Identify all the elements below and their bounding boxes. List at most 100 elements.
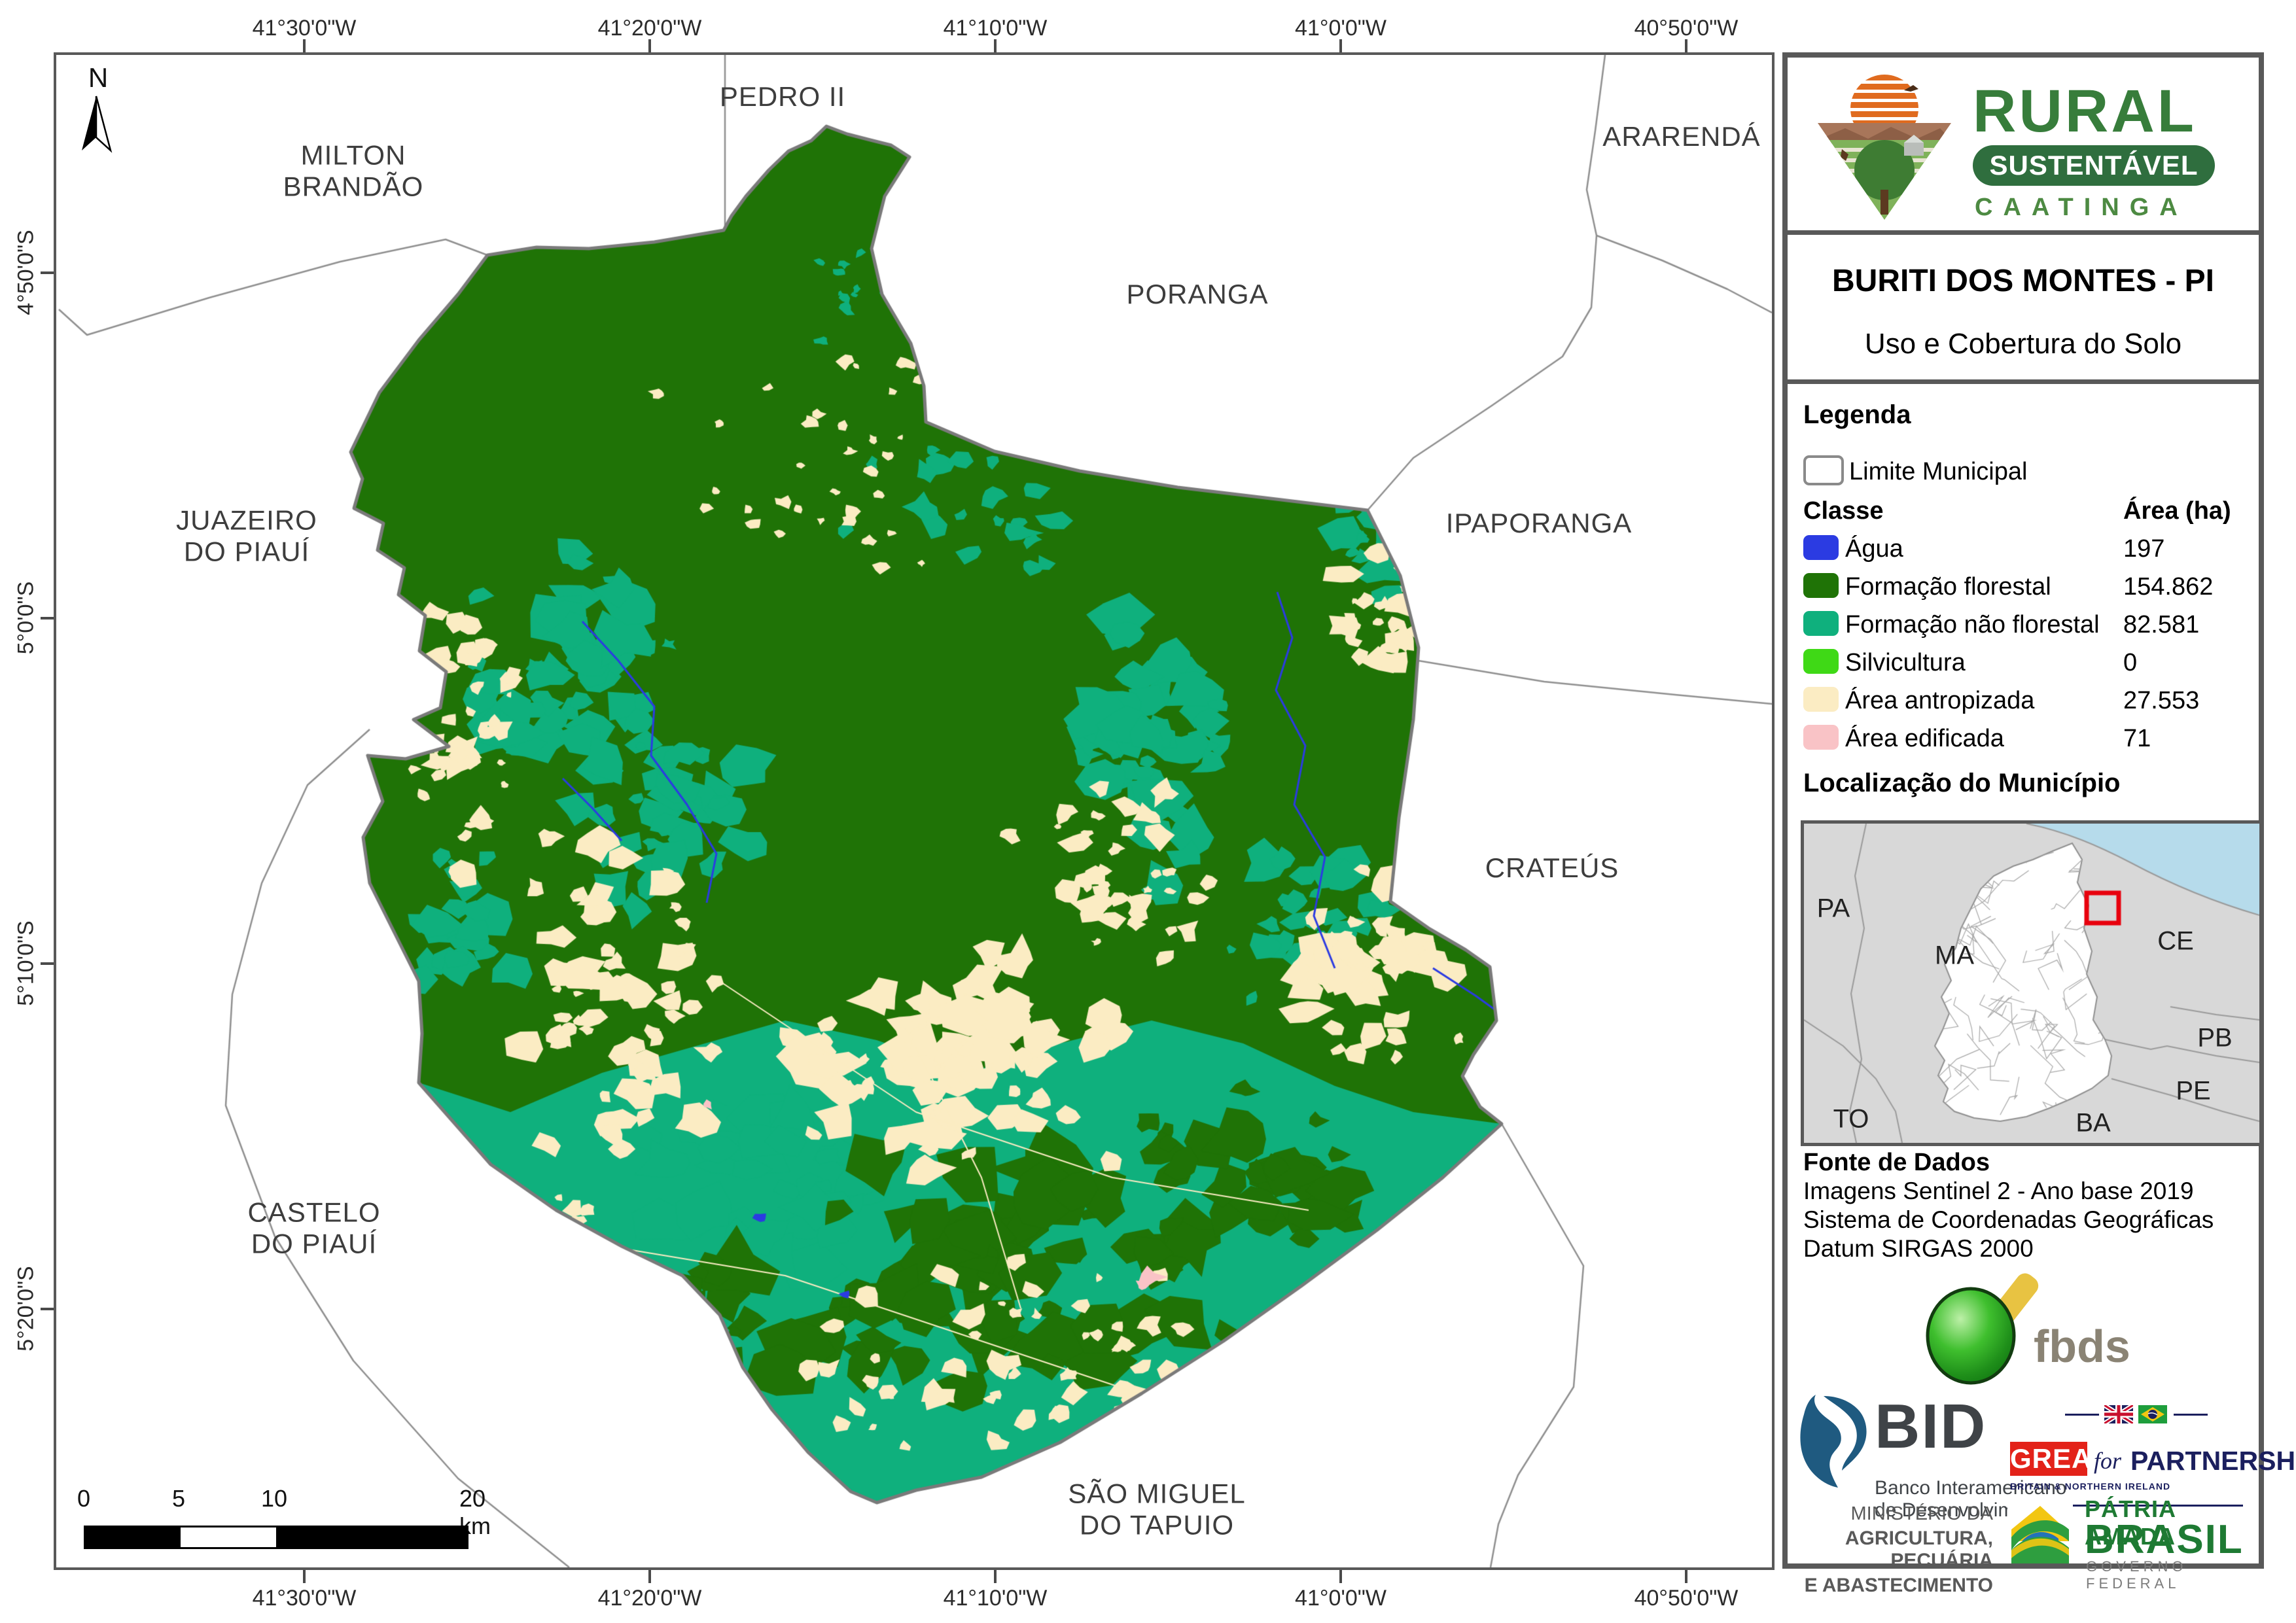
coord-label-top: 40°50'0"W bbox=[1634, 16, 1739, 41]
panel-divider-1 bbox=[1782, 230, 2264, 235]
state-label-to: TO bbox=[1833, 1104, 1869, 1134]
legend-row: Área antropizada 27.553 bbox=[1803, 686, 2248, 714]
source-heading: Fonte de Dados bbox=[1803, 1149, 1990, 1176]
legend-swatch bbox=[1803, 649, 1839, 674]
source-line: Datum SIRGAS 2000 bbox=[1803, 1235, 2034, 1262]
ministry-line3: E ABASTECIMENTO bbox=[1804, 1575, 1993, 1596]
legend-col-classe: Classe bbox=[1803, 497, 1884, 525]
brazil-flag-icon bbox=[2138, 1405, 2167, 1423]
grid-tick-left bbox=[41, 962, 54, 965]
page-subtitle: Uso e Cobertura do Solo bbox=[1864, 328, 2182, 360]
north-arrow-icon bbox=[82, 96, 113, 153]
ministry-line2: AGRICULTURA, PECUÁRIA bbox=[1845, 1527, 1993, 1571]
grid-tick-top bbox=[303, 39, 306, 52]
info-panel bbox=[1782, 52, 2264, 1569]
legend-col-area: Área (ha) bbox=[2123, 497, 2231, 525]
grid-tick-bottom bbox=[303, 1570, 306, 1583]
great-for: for bbox=[2094, 1448, 2122, 1474]
bid-word: BID bbox=[1875, 1391, 1987, 1461]
legend-swatch bbox=[1803, 573, 1839, 598]
great-underline bbox=[2026, 1505, 2243, 1507]
brasil-flag-graphic bbox=[2007, 1495, 2073, 1563]
fbds-logo: fbds bbox=[1911, 1263, 2133, 1387]
page-title: BURITI DOS MONTES - PI bbox=[1831, 264, 2214, 298]
coord-label-left: 5°0'0"S bbox=[13, 581, 39, 655]
source-line: Imagens Sentinel 2 - Ano base 2019 bbox=[1803, 1178, 2194, 1204]
north-arrow-label: N bbox=[88, 62, 109, 93]
legend-swatch bbox=[1803, 687, 1839, 712]
legend-heading: Legenda bbox=[1803, 400, 1911, 429]
panel-divider-2 bbox=[1782, 379, 2264, 384]
bid-icon bbox=[1800, 1395, 1867, 1488]
state-label-pa: PA bbox=[1816, 894, 1850, 923]
scale-0: 0 bbox=[77, 1485, 91, 1512]
map-label-pedro-ii: PEDRO II bbox=[719, 80, 846, 112]
grid-tick-left bbox=[41, 617, 54, 620]
legend-swatch bbox=[1803, 725, 1839, 750]
map-label-crate-s: CRATEÚS bbox=[1485, 852, 1619, 883]
grid-tick-left bbox=[41, 271, 54, 274]
legend-area-value: 27.553 bbox=[2123, 687, 2200, 714]
scale-bar-graphic bbox=[84, 1526, 468, 1549]
coord-label-top: 41°20'0"W bbox=[597, 16, 702, 41]
legend-area-value: 197 bbox=[2123, 535, 2165, 563]
legend-row: Água 197 bbox=[1803, 534, 2248, 563]
great-logo: GREAT for PARTNERSHIP BRITAIN & NORTHERN… bbox=[2002, 1399, 2296, 1510]
grid-tick-bottom bbox=[1685, 1570, 1687, 1583]
map-label-castelo-do-piau-: CASTELO DO PIAUÍ bbox=[247, 1196, 381, 1259]
legend-swatch bbox=[1803, 535, 1839, 560]
north-arrow: N bbox=[65, 62, 131, 167]
coord-label-top: 41°0'0"W bbox=[1295, 16, 1386, 41]
coord-label-left: 4°50'0"S bbox=[13, 230, 39, 315]
grid-tick-top bbox=[994, 39, 997, 52]
flag-line-left bbox=[2065, 1414, 2099, 1416]
legend-class-label: Área antropizada bbox=[1845, 687, 2035, 714]
coord-label-left: 5°20'0"S bbox=[13, 1266, 39, 1352]
fbds-icon bbox=[1926, 1273, 2039, 1385]
state-label-pe: PE bbox=[2176, 1076, 2211, 1106]
legend-class-label: Água bbox=[1845, 535, 1903, 563]
legend-row: Formação não florestal 82.581 bbox=[1803, 610, 2248, 638]
legend-area-value: 154.862 bbox=[2123, 573, 2214, 601]
logo-word-rural: RURAL bbox=[1973, 78, 2197, 145]
grid-tick-bottom bbox=[994, 1570, 997, 1583]
brasil-line1: PÁTRIA AMADA bbox=[2085, 1495, 2176, 1550]
grid-tick-bottom bbox=[648, 1570, 651, 1583]
map-label-milton-brand-o: MILTON BRANDÃO bbox=[283, 139, 424, 202]
legend-area-value: 71 bbox=[2123, 725, 2151, 752]
location-heading: Localização do Município bbox=[1803, 769, 2121, 797]
ministry-line1: MINISTÉRIO DA bbox=[1850, 1503, 1993, 1524]
scale-5: 5 bbox=[171, 1485, 186, 1512]
map-label-s-o-miguel-do-tapuio: SÃO MIGUEL DO TAPUIO bbox=[1068, 1478, 1246, 1541]
patria-amada-brasil-logo: PÁTRIA AMADA BRASIL GOVERNO FEDERAL bbox=[2007, 1495, 2264, 1592]
scale-10: 10 bbox=[260, 1485, 288, 1512]
coord-label-bottom: 41°30'0"W bbox=[252, 1586, 357, 1611]
location-inset-map: PA MA CE PB PE TO BA bbox=[1801, 820, 2263, 1146]
limite-municipal-swatch bbox=[1803, 455, 1844, 485]
landcover-map bbox=[56, 55, 1772, 1567]
title-block: BURITI DOS MONTES - PI Uso e Cobertura d… bbox=[1782, 236, 2264, 360]
legend-class-label: Área edificada bbox=[1845, 725, 2004, 752]
coord-label-left: 5°10'0"S bbox=[13, 920, 39, 1006]
great-word: GREAT bbox=[2010, 1442, 2107, 1476]
grid-tick-top bbox=[1339, 39, 1342, 52]
limite-municipal-label: Limite Municipal bbox=[1849, 458, 2028, 485]
state-label-ma: MA bbox=[1935, 941, 1974, 970]
great-subtitle: BRITAIN & NORTHERN IRELAND bbox=[2010, 1481, 2171, 1492]
coord-label-top: 41°10'0"W bbox=[943, 16, 1048, 41]
coord-label-bottom: 41°10'0"W bbox=[943, 1586, 1048, 1611]
rural-sustentavel-icon bbox=[1818, 75, 1951, 220]
bid-sub1: Banco Interamericano bbox=[1875, 1477, 2067, 1499]
coord-label-bottom: 41°20'0"W bbox=[597, 1586, 702, 1611]
legend-row: Formação florestal 154.862 bbox=[1803, 572, 2248, 601]
legend-area-value: 0 bbox=[2123, 649, 2138, 676]
legend-row: Silvicultura 0 bbox=[1803, 648, 2248, 676]
coord-label-bottom: 40°50'0"W bbox=[1634, 1586, 1739, 1611]
legend-class-label: Formação não florestal bbox=[1845, 611, 2100, 638]
legend-row: Área edificada 71 bbox=[1803, 724, 2248, 752]
grid-tick-bottom bbox=[1339, 1570, 1342, 1583]
map-label-ipaporanga: IPAPORANGA bbox=[1445, 507, 1633, 538]
legend-swatch bbox=[1803, 611, 1839, 636]
legend-class-label: Formação florestal bbox=[1845, 573, 2051, 601]
brasil-line2: BRASIL bbox=[2085, 1517, 2244, 1562]
